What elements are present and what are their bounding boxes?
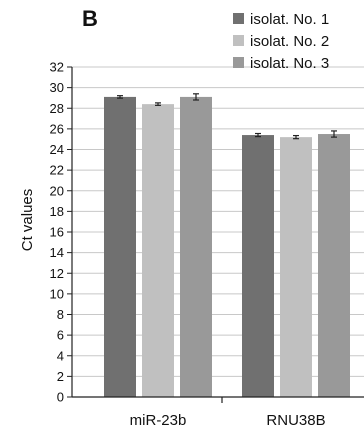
bar (242, 135, 274, 397)
bar (180, 96, 212, 397)
panel-letter: B (82, 6, 98, 31)
bar (104, 96, 136, 397)
y-tick-label: 28 (50, 101, 64, 116)
legend-label: isolat. No. 3 (250, 55, 329, 72)
legend-swatch (233, 57, 244, 68)
axes (67, 66, 364, 403)
legend-label: isolat. No. 1 (250, 11, 329, 28)
legend-label: isolat. No. 2 (250, 33, 329, 50)
y-tick-label: 6 (57, 328, 64, 343)
x-category-label: miR-23b (130, 412, 187, 429)
y-tick-label: 4 (57, 348, 64, 363)
y-tick-label: 22 (50, 163, 64, 178)
bar (280, 137, 312, 397)
legend-swatch (233, 35, 244, 46)
y-tick-label: 20 (50, 183, 64, 198)
x-category-label: RNU38B (266, 412, 325, 429)
legend-swatch (233, 13, 244, 24)
legend: isolat. No. 1 isolat. No. 2 isolat. No. 3 (233, 11, 329, 72)
y-tick-label: 30 (50, 80, 64, 95)
bars (104, 93, 350, 397)
x-category-labels: miR-23b RNU38B (130, 412, 326, 429)
y-tick-label: 32 (50, 60, 64, 75)
y-tick-label: 12 (50, 266, 64, 281)
y-axis-title: Ct values (19, 189, 36, 252)
y-tick-label: 16 (50, 225, 64, 240)
bar (318, 134, 350, 397)
y-tick-label: 8 (57, 307, 64, 322)
y-tick-label: 14 (50, 245, 64, 260)
bar (142, 104, 174, 397)
y-tick-label: 0 (57, 390, 64, 405)
y-tick-label: 18 (50, 204, 64, 219)
y-tick-label: 26 (50, 121, 64, 136)
y-tick-label: 10 (50, 286, 64, 301)
y-tick-label: 2 (57, 369, 64, 384)
y-tick-label: 24 (50, 142, 64, 157)
